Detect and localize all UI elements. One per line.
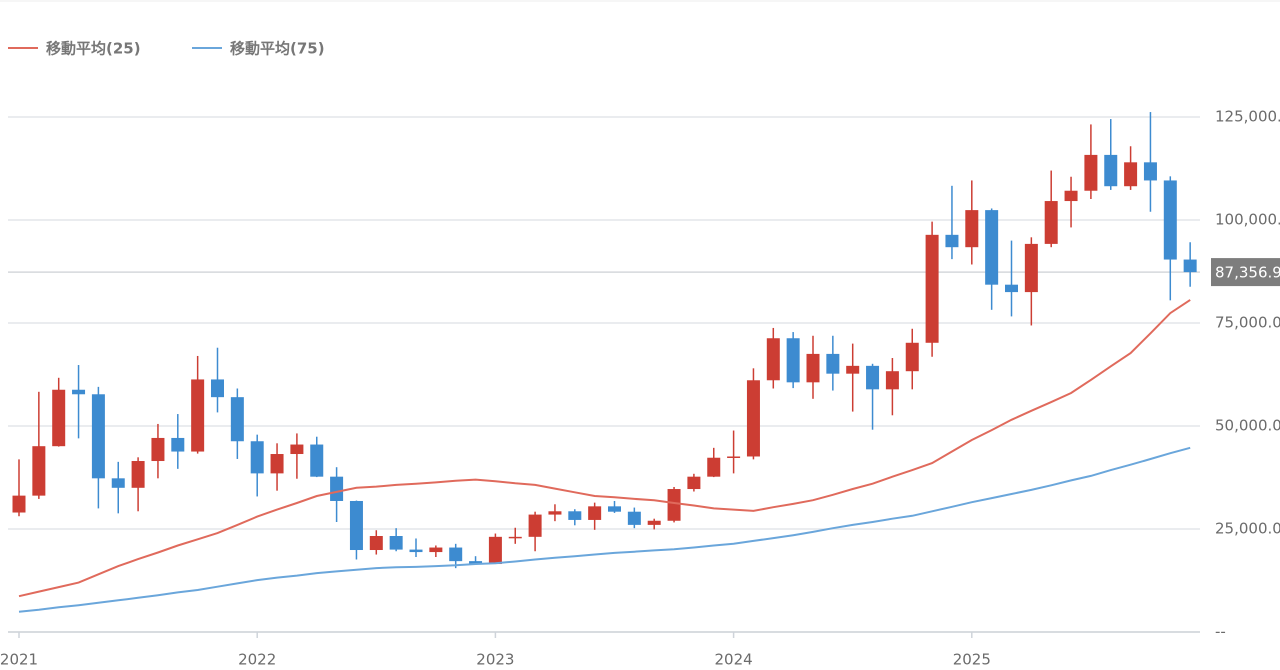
candle-body bbox=[32, 446, 46, 496]
x-tick-label: 2022 bbox=[238, 651, 276, 669]
x-tick-label: 2024 bbox=[715, 651, 753, 669]
x-tick-label: 2021 bbox=[0, 651, 38, 669]
x-tick-label: 2023 bbox=[476, 651, 514, 669]
ma-line bbox=[18, 299, 1191, 598]
candle-body bbox=[91, 394, 105, 479]
candle-body bbox=[528, 514, 542, 537]
candle-body bbox=[1044, 201, 1058, 244]
candle-body bbox=[568, 511, 582, 520]
y-tick-label: 50,000.0 bbox=[1215, 417, 1280, 435]
legend-label: 移動平均(75) bbox=[230, 40, 325, 58]
candle-body bbox=[111, 478, 125, 488]
candle-body bbox=[1104, 154, 1118, 187]
candle-body bbox=[449, 547, 463, 562]
candle-body bbox=[647, 520, 661, 525]
candle-body bbox=[131, 461, 145, 488]
candle-body bbox=[12, 495, 26, 513]
candle-body bbox=[727, 456, 741, 458]
candle-body bbox=[687, 476, 701, 490]
candle-body bbox=[1163, 180, 1177, 260]
y-tick-label: 75,000.0 bbox=[1215, 314, 1280, 332]
candle-body bbox=[389, 536, 403, 550]
candle-body bbox=[330, 476, 344, 501]
candle-body bbox=[270, 454, 284, 474]
legend-label: 移動平均(25) bbox=[46, 40, 141, 58]
y-tick-label: 25,000.0 bbox=[1215, 520, 1280, 538]
candle-body bbox=[230, 397, 244, 442]
candle-body bbox=[945, 234, 959, 248]
last-price-tag bbox=[1211, 258, 1280, 287]
candle-body bbox=[707, 457, 721, 477]
candle-body bbox=[1183, 259, 1197, 273]
candle-body bbox=[72, 389, 86, 395]
candle-body bbox=[508, 536, 522, 539]
candle-body bbox=[885, 371, 899, 390]
candle-body bbox=[191, 379, 205, 452]
candle-body bbox=[310, 444, 324, 477]
candle-body bbox=[905, 342, 919, 372]
candle-body bbox=[1084, 154, 1098, 191]
candle-body bbox=[667, 489, 681, 521]
candle-body bbox=[846, 365, 860, 374]
candle-body bbox=[290, 444, 304, 455]
candle-body bbox=[171, 437, 185, 452]
candle-body bbox=[786, 338, 800, 383]
y-tick-label: 100,000. bbox=[1215, 211, 1280, 229]
candle-body bbox=[469, 561, 483, 565]
last-price-label: 87,356.9 bbox=[1215, 264, 1280, 282]
candle-body bbox=[488, 536, 502, 565]
candle-body bbox=[429, 547, 443, 553]
candle-body bbox=[627, 511, 641, 525]
candle-body bbox=[746, 380, 760, 457]
candle-body bbox=[52, 389, 66, 447]
candle-body bbox=[925, 234, 939, 343]
y-tick-label: 125,000. bbox=[1215, 108, 1280, 126]
candle-body bbox=[250, 441, 264, 474]
candle-body bbox=[1005, 284, 1018, 293]
candle-body bbox=[766, 338, 780, 381]
candle-body bbox=[965, 210, 979, 248]
candle-body bbox=[211, 379, 224, 398]
candle-body bbox=[608, 506, 621, 512]
ma-line bbox=[18, 446, 1191, 613]
candle-body bbox=[806, 353, 820, 383]
candle-body bbox=[985, 210, 999, 285]
candle-body bbox=[1064, 190, 1078, 202]
candle-body bbox=[1124, 162, 1138, 187]
candle-body bbox=[151, 437, 165, 462]
candle-body bbox=[866, 365, 880, 390]
candle-body bbox=[369, 536, 383, 551]
candle-body bbox=[548, 511, 562, 515]
candle-body bbox=[1143, 162, 1157, 181]
candle-body bbox=[349, 500, 363, 551]
candle-body bbox=[409, 549, 423, 553]
candle-body bbox=[588, 506, 602, 520]
candle-body bbox=[1024, 243, 1038, 293]
y-tick-label: -- bbox=[1215, 623, 1226, 641]
candle-body bbox=[826, 353, 840, 374]
x-tick-label: 2025 bbox=[953, 651, 991, 669]
